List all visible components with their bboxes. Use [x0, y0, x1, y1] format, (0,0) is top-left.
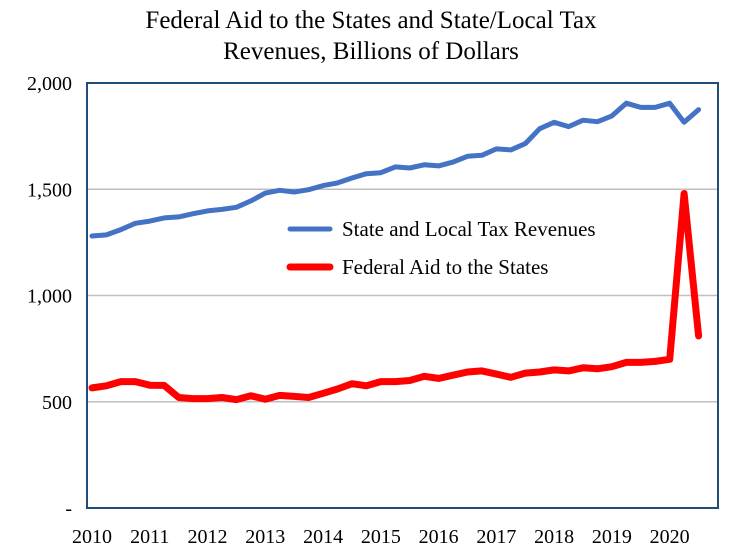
x-tick-label: 2011 [130, 526, 169, 548]
plot-border [86, 82, 719, 509]
x-tick-label: 2016 [419, 526, 459, 548]
legend-label-0: State and Local Tax Revenues [342, 217, 596, 241]
x-tick-label: 2014 [303, 526, 343, 548]
x-tick-label: 2020 [650, 526, 690, 548]
series-line-state-local-tax-revenues [89, 100, 702, 239]
x-tick-label: 2019 [592, 526, 632, 548]
y-tick-label: - [65, 498, 72, 520]
y-tick-label: 1,000 [27, 286, 72, 308]
x-tick-label: 2013 [245, 526, 285, 548]
legend-label-1: Federal Aid to the States [342, 255, 548, 279]
y-tick-label: 500 [42, 392, 72, 414]
x-tick-label: 2010 [72, 526, 112, 548]
x-tick-label: 2017 [476, 526, 516, 548]
chart-title-line-1: Federal Aid to the States and State/Loca… [145, 7, 597, 34]
y-tick-label: 2,000 [27, 73, 72, 95]
x-tick-label: 2015 [361, 526, 401, 548]
x-tick-label: 2012 [188, 526, 228, 548]
series-line-federal-aid [88, 190, 703, 404]
x-tick-label: 2018 [534, 526, 574, 548]
y-tick-label: 1,500 [27, 179, 72, 201]
chart-title-line-2: Revenues, Billions of Dollars [223, 38, 519, 65]
